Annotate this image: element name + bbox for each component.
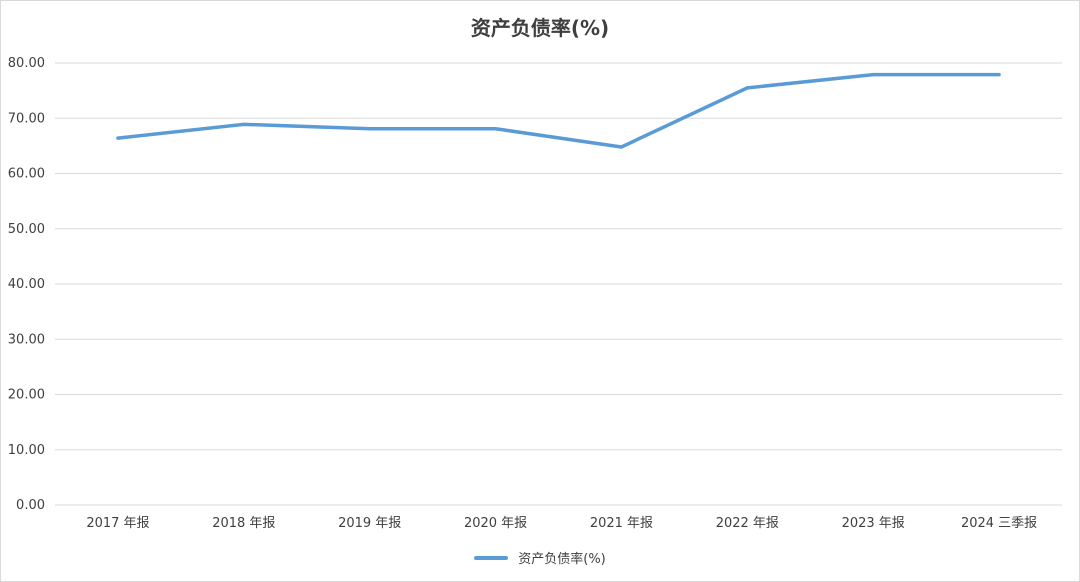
y-tick-label: 60.00 (8, 167, 45, 182)
y-tick-label: 70.00 (8, 111, 45, 126)
x-tick-label: 2021 年报 (590, 516, 653, 531)
x-tick-label: 2020 年报 (464, 516, 527, 531)
x-axis-ticks: 2017 年报 2018 年报 2019 年报 2020 年报 2021 年报 2022 … (86, 516, 1037, 531)
x-tick-label: 2017 年报 (86, 516, 149, 531)
series-line (116, 72, 1001, 149)
data-point (242, 123, 245, 126)
y-tick-label: 10.00 (8, 443, 45, 458)
x-tick-label: 2024 三季报 (961, 516, 1037, 531)
legend: 资产负债率(%) (0, 548, 1080, 567)
x-tick-label: 2018 年报 (212, 516, 275, 531)
data-point (746, 86, 749, 89)
legend-line-swatch (474, 555, 509, 560)
data-point (368, 127, 371, 130)
x-tick-label: 2022 年报 (716, 516, 779, 531)
x-tick-label: 2019 年报 (338, 516, 401, 531)
data-point (620, 145, 623, 148)
series-layer (116, 72, 1001, 149)
legend-label: 资产负债率(%) (518, 552, 606, 567)
data-point (494, 127, 497, 130)
y-axis-ticks: 0.00 10.00 20.00 30.00 40.00 50.00 60.00 70.00 8… (8, 56, 45, 513)
data-point (116, 137, 119, 140)
y-tick-label: 0.00 (16, 498, 45, 513)
y-tick-label: 20.00 (8, 388, 45, 403)
gridlines (55, 62, 1062, 506)
y-tick-label: 40.00 (8, 277, 45, 292)
x-tick-label: 2023 年报 (842, 516, 905, 531)
chart-title: 资产负债率(%) (470, 16, 610, 40)
data-point (998, 73, 1001, 76)
data-point (872, 73, 875, 76)
y-tick-label: 80.00 (8, 56, 45, 71)
y-tick-label: 30.00 (8, 332, 45, 347)
y-tick-label: 50.00 (8, 222, 45, 237)
